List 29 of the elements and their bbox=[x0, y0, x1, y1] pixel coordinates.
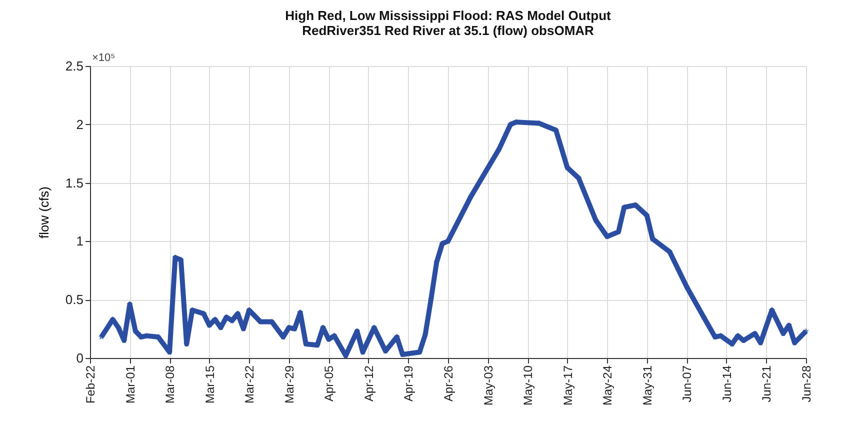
x-tick-label: May-10 bbox=[521, 365, 536, 406]
x-tick-label: Jun-28 bbox=[800, 365, 814, 402]
x-tick-label: Mar-29 bbox=[282, 365, 296, 404]
y-tick-label: 2 bbox=[76, 116, 84, 132]
y-axis-title: flow (cfs) bbox=[36, 186, 52, 238]
y-tick-label: 0 bbox=[76, 350, 84, 366]
y-tick-label: 2.5 bbox=[65, 58, 84, 74]
text: RedRiver351 Red River at 35.1 (flow) obsOMAR bbox=[302, 23, 594, 38]
y-tick-label: 1 bbox=[76, 234, 84, 249]
x-tick-label: May-24 bbox=[600, 365, 615, 406]
x-tick-label: Mar-15 bbox=[202, 365, 217, 404]
x-tick-label: Apr-05 bbox=[322, 365, 336, 402]
text: High Red, Low Mississippi Flood: RAS Model Output bbox=[285, 8, 611, 23]
x-tick-label: Apr-12 bbox=[362, 365, 376, 402]
x-tick-label: May-17 bbox=[560, 365, 575, 406]
text: ×10⁵ bbox=[92, 52, 116, 64]
x-tick-label: Jun-14 bbox=[720, 365, 734, 402]
x-tick-label: Jun-21 bbox=[760, 365, 774, 402]
x-tick-label: Apr-19 bbox=[402, 365, 416, 402]
x-tick-label: May-31 bbox=[640, 365, 654, 406]
x-tick-label: Mar-01 bbox=[123, 365, 138, 404]
y-tick-label: 0.5 bbox=[65, 292, 84, 308]
x-tick-label: Mar-08 bbox=[163, 365, 178, 404]
y-tick-label: 1.5 bbox=[65, 175, 84, 190]
x-tick-label: May-03 bbox=[481, 365, 496, 406]
x-tick-label: Mar-22 bbox=[242, 365, 257, 404]
x-tick-label: Jun-07 bbox=[680, 365, 694, 402]
x-tick-label: Feb-22 bbox=[84, 365, 98, 404]
x-tick-label: Apr-26 bbox=[442, 365, 456, 402]
